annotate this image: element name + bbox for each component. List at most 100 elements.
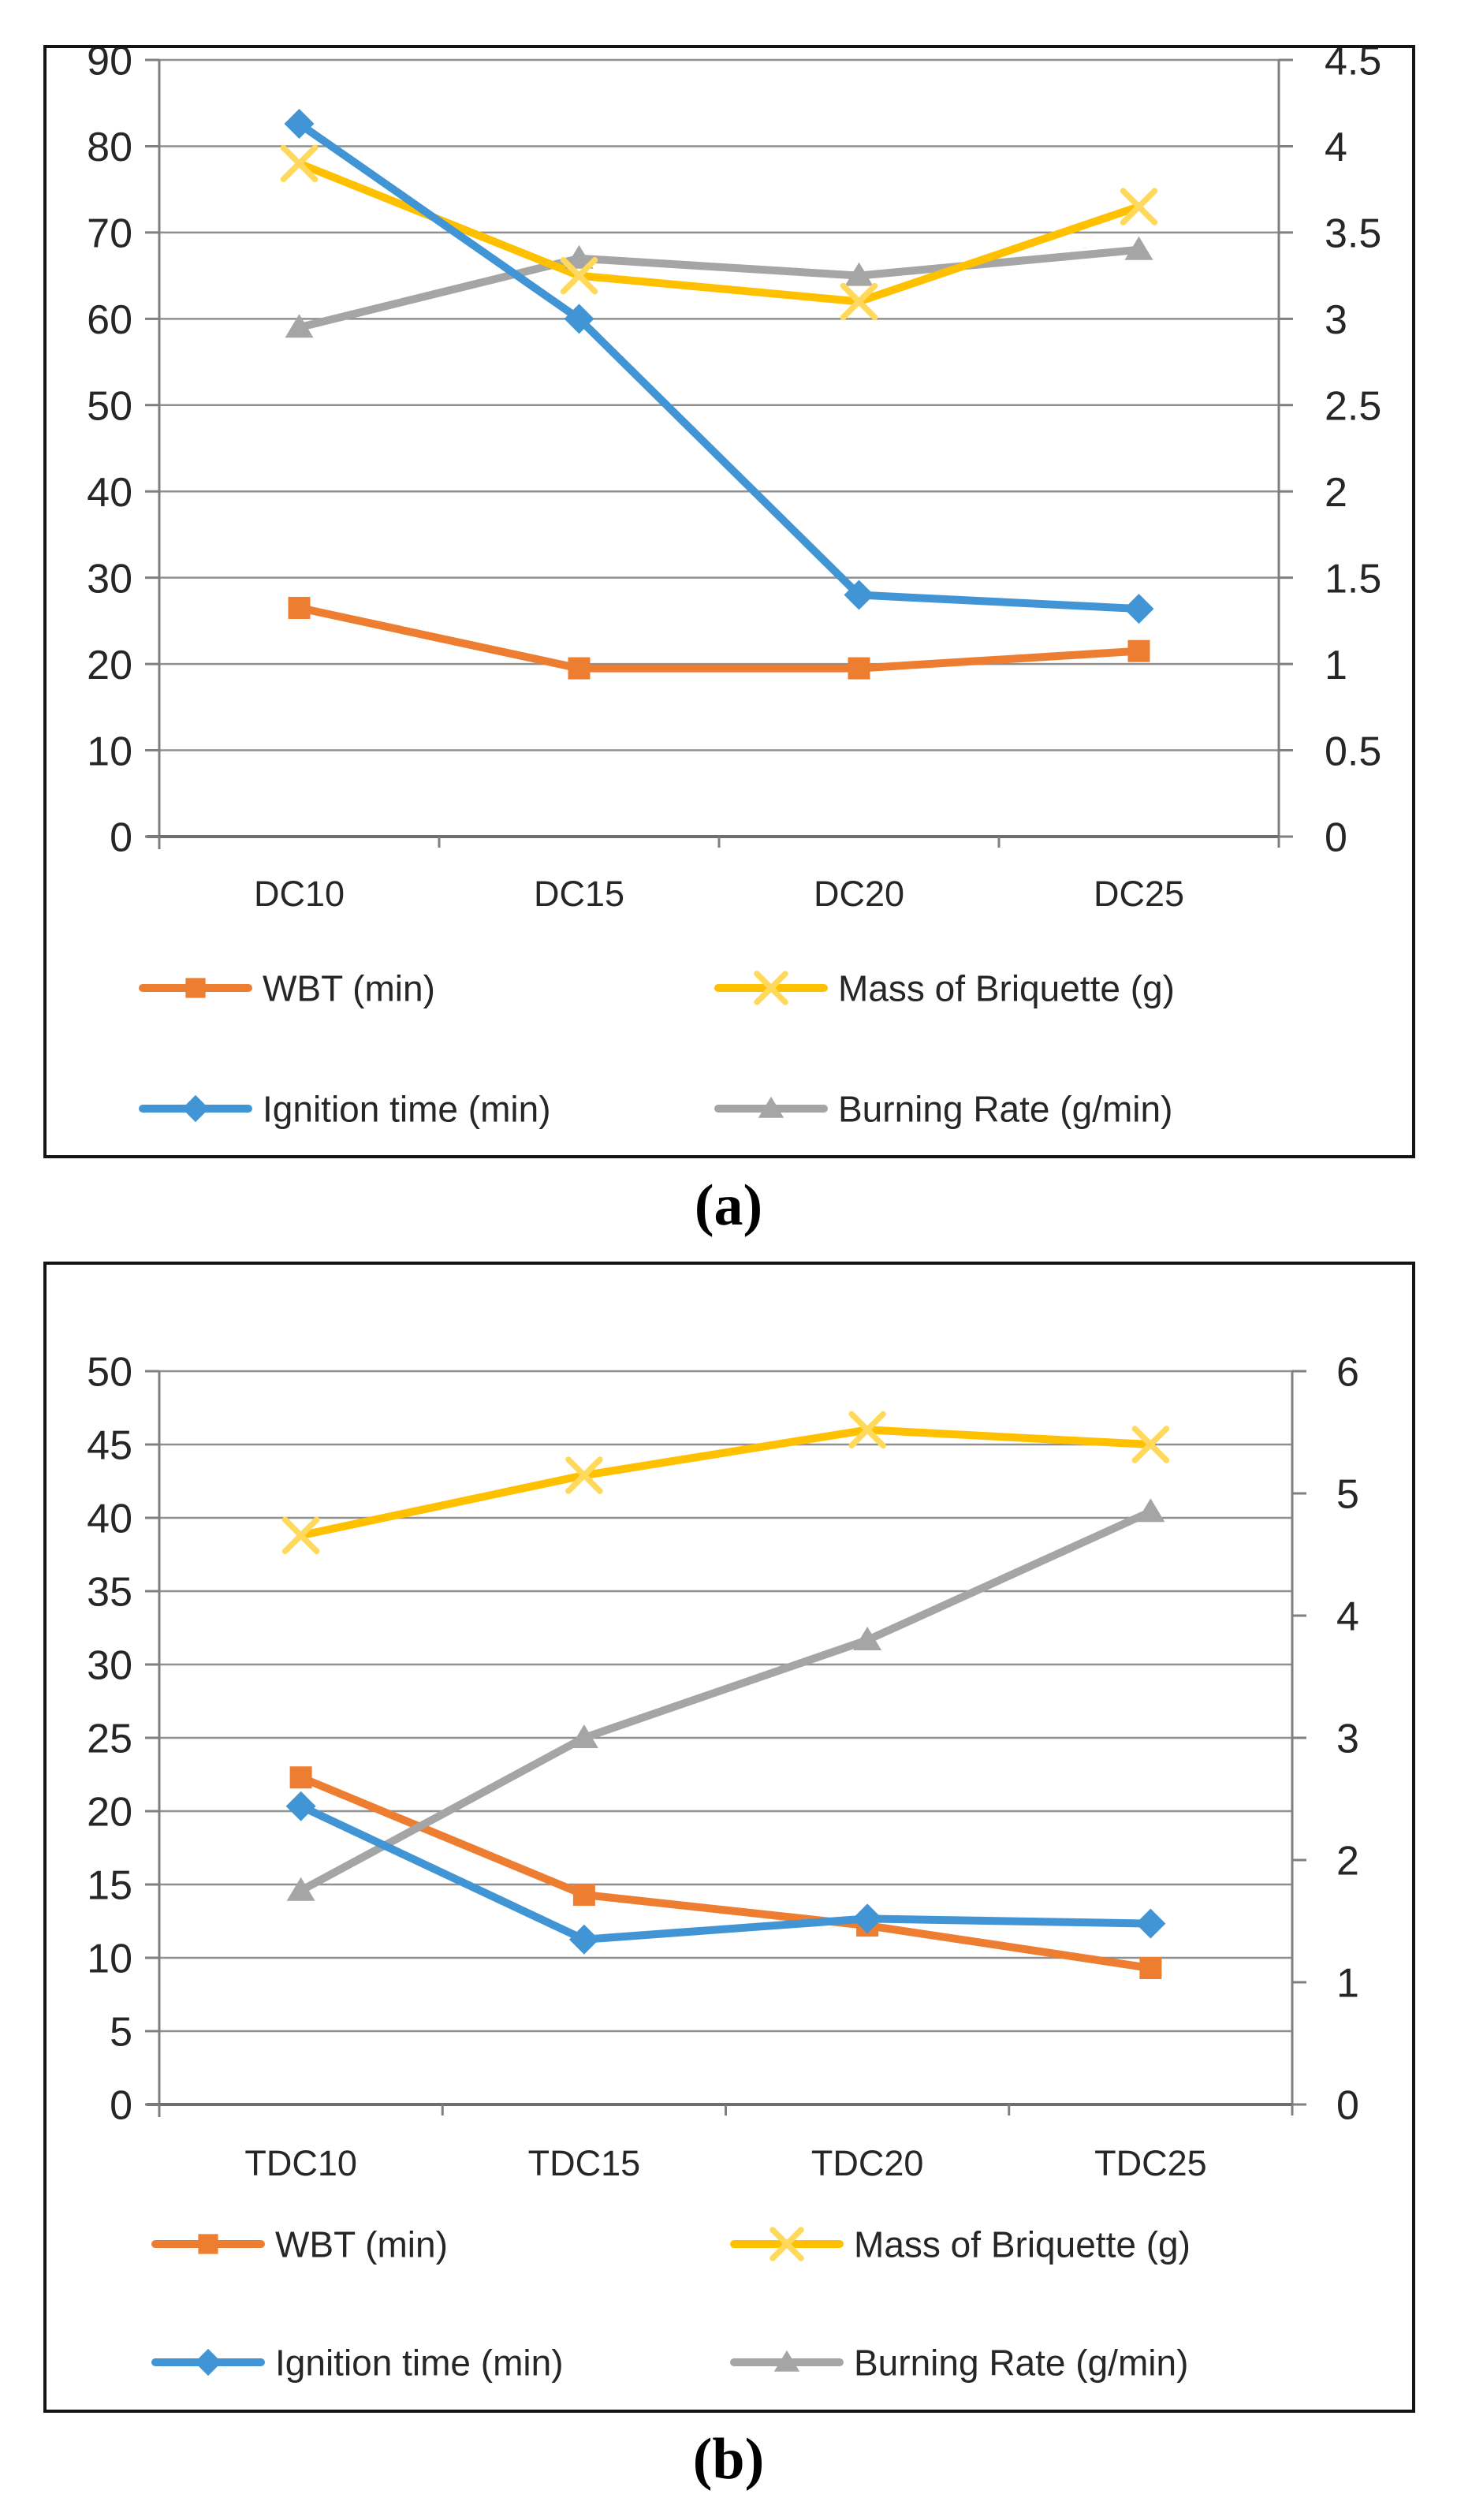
category-label: TDC25 (1094, 2143, 1207, 2183)
marker-mass-of-briquette-g (1120, 188, 1158, 226)
caption-b: (b) (692, 2427, 765, 2492)
left-axis-label: 10 (87, 729, 132, 774)
left-axis-label: 80 (87, 125, 132, 170)
category-label: TDC15 (528, 2143, 641, 2183)
left-axis-label: 5 (110, 2010, 132, 2056)
left-axis-label: 40 (87, 470, 132, 516)
left-axis-label: 35 (87, 1570, 132, 1616)
right-axis-label: 0.5 (1325, 729, 1381, 774)
legend-marker (758, 1096, 784, 1118)
category-label: DC15 (534, 874, 624, 914)
legend-label: Ignition time (min) (275, 2343, 564, 2384)
series-line-wbt-min (296, 1773, 1155, 1973)
marker-wbt-min (1139, 1957, 1162, 1980)
series-line-ignition-time-min (295, 119, 1143, 613)
marker-mass-of-briquette-g (281, 1516, 320, 1555)
marker-burning-rate-g-min (844, 262, 874, 286)
marker-ignition-time-min (844, 580, 874, 610)
legend-label: Mass of Briquette (g) (838, 968, 1175, 1009)
marker-mass-of-briquette-g (840, 282, 878, 321)
marker-wbt-min (1127, 639, 1150, 662)
figure-a: 90 80 70 60 50 40 30 20 10 0 4.5 4 3.5 3 2.5 2 1.5 1 0.5 0 D… (43, 45, 1415, 1158)
series-line-mass-of-briquette-g (296, 1426, 1155, 1540)
marker-mass-of-briquette-g (560, 256, 598, 295)
left-axis-label: 45 (87, 1423, 132, 1469)
marker-mass-of-briquette-g (1131, 1426, 1170, 1463)
left-axis-label: 30 (87, 556, 132, 602)
marker-ignition-time-min (285, 1791, 316, 1821)
marker-burning-rate-g-min (1124, 236, 1153, 260)
marker-burning-rate-g-min (285, 314, 314, 338)
right-axis-label: 4 (1325, 125, 1347, 170)
category-label: DC20 (814, 874, 904, 914)
right-axis-label: 4.5 (1325, 48, 1381, 84)
right-axis-label: 3 (1325, 297, 1347, 343)
marker-ignition-time-min (568, 1924, 599, 1955)
right-axis-label: 0 (1336, 2083, 1359, 2129)
legend-label: Burning Rate (g/min) (838, 1089, 1172, 1130)
right-axis-label: 3.5 (1325, 211, 1381, 257)
right-axis-label: 2.5 (1325, 383, 1381, 429)
marker-burning-rate-g-min (1136, 1498, 1165, 1523)
marker-ignition-time-min (1135, 1908, 1166, 1939)
category-label: DC10 (254, 874, 345, 914)
marker-wbt-min (568, 657, 591, 680)
marker-wbt-min (288, 596, 311, 619)
legend-marker (194, 2348, 222, 2376)
category-label: TDC20 (811, 2143, 924, 2183)
right-axis-label: 1 (1336, 1961, 1359, 2007)
series-line-burning-rate-g-min (296, 1508, 1155, 1895)
legend-marker (181, 1094, 210, 1123)
marker-burning-rate-g-min (286, 1877, 315, 1901)
left-axis-label: 30 (87, 1643, 132, 1689)
left-axis-label: 50 (87, 383, 132, 429)
left-axis-label: 20 (87, 1790, 132, 1836)
marker-ignition-time-min (852, 1903, 883, 1934)
legend-marker (773, 2350, 800, 2372)
right-axis-label: 5 (1336, 1472, 1359, 1518)
legend-marker (769, 2227, 804, 2261)
right-axis-label: 2 (1325, 470, 1347, 516)
marker-wbt-min (572, 1884, 595, 1907)
left-axis-label: 60 (87, 297, 132, 343)
series-line-ignition-time-min (296, 1802, 1155, 1944)
legend-label: WBT (min) (275, 2224, 448, 2265)
marker-burning-rate-g-min (853, 1627, 882, 1650)
left-axis-label: 25 (87, 1717, 132, 1762)
left-axis-label: 90 (87, 48, 132, 84)
category-label: TDC10 (244, 2143, 357, 2183)
right-axis-label: 1 (1325, 643, 1347, 688)
series-line-burning-rate-g-min (295, 245, 1143, 332)
legend-label: Burning Rate (g/min) (854, 2343, 1188, 2384)
legend-marker (198, 2234, 218, 2254)
figure-b: 50 45 40 35 30 25 20 15 10 5 0 6 5 4 3 2 1 0 TDC10 TDC15 TDC… (43, 1262, 1415, 2413)
chart-a-canvas: 90 80 70 60 50 40 30 20 10 0 4.5 4 3.5 3 2.5 2 1.5 1 0.5 0 D… (87, 48, 1381, 1130)
marker-burning-rate-g-min (565, 244, 594, 269)
right-axis-label: 6 (1336, 1350, 1359, 1396)
marker-wbt-min (289, 1766, 312, 1789)
marker-ignition-time-min (564, 304, 594, 334)
left-axis-label: 10 (87, 1937, 132, 1982)
right-axis-label: 2 (1336, 1839, 1359, 1884)
marker-ignition-time-min (284, 108, 315, 139)
right-axis-label: 3 (1336, 1717, 1359, 1762)
left-axis-label: 20 (87, 643, 132, 688)
left-axis-label: 0 (110, 815, 132, 861)
caption-a: (a) (694, 1173, 763, 1238)
marker-mass-of-briquette-g (280, 144, 319, 183)
marker-wbt-min (848, 657, 870, 680)
left-axis-label: 70 (87, 211, 132, 257)
marker-burning-rate-g-min (569, 1724, 598, 1748)
right-axis-label: 0 (1325, 815, 1347, 861)
left-axis-label: 40 (87, 1497, 132, 1542)
legend-label: WBT (min) (263, 968, 435, 1009)
legend-label: Ignition time (min) (263, 1089, 551, 1130)
marker-mass-of-briquette-g (565, 1456, 603, 1494)
left-axis-label: 0 (110, 2083, 132, 2129)
legend-marker (754, 971, 788, 1005)
right-axis-label: 4 (1336, 1594, 1359, 1640)
left-axis-label: 15 (87, 1863, 132, 1909)
marker-ignition-time-min (1123, 594, 1154, 624)
legend-label: Mass of Briquette (g) (854, 2224, 1191, 2265)
